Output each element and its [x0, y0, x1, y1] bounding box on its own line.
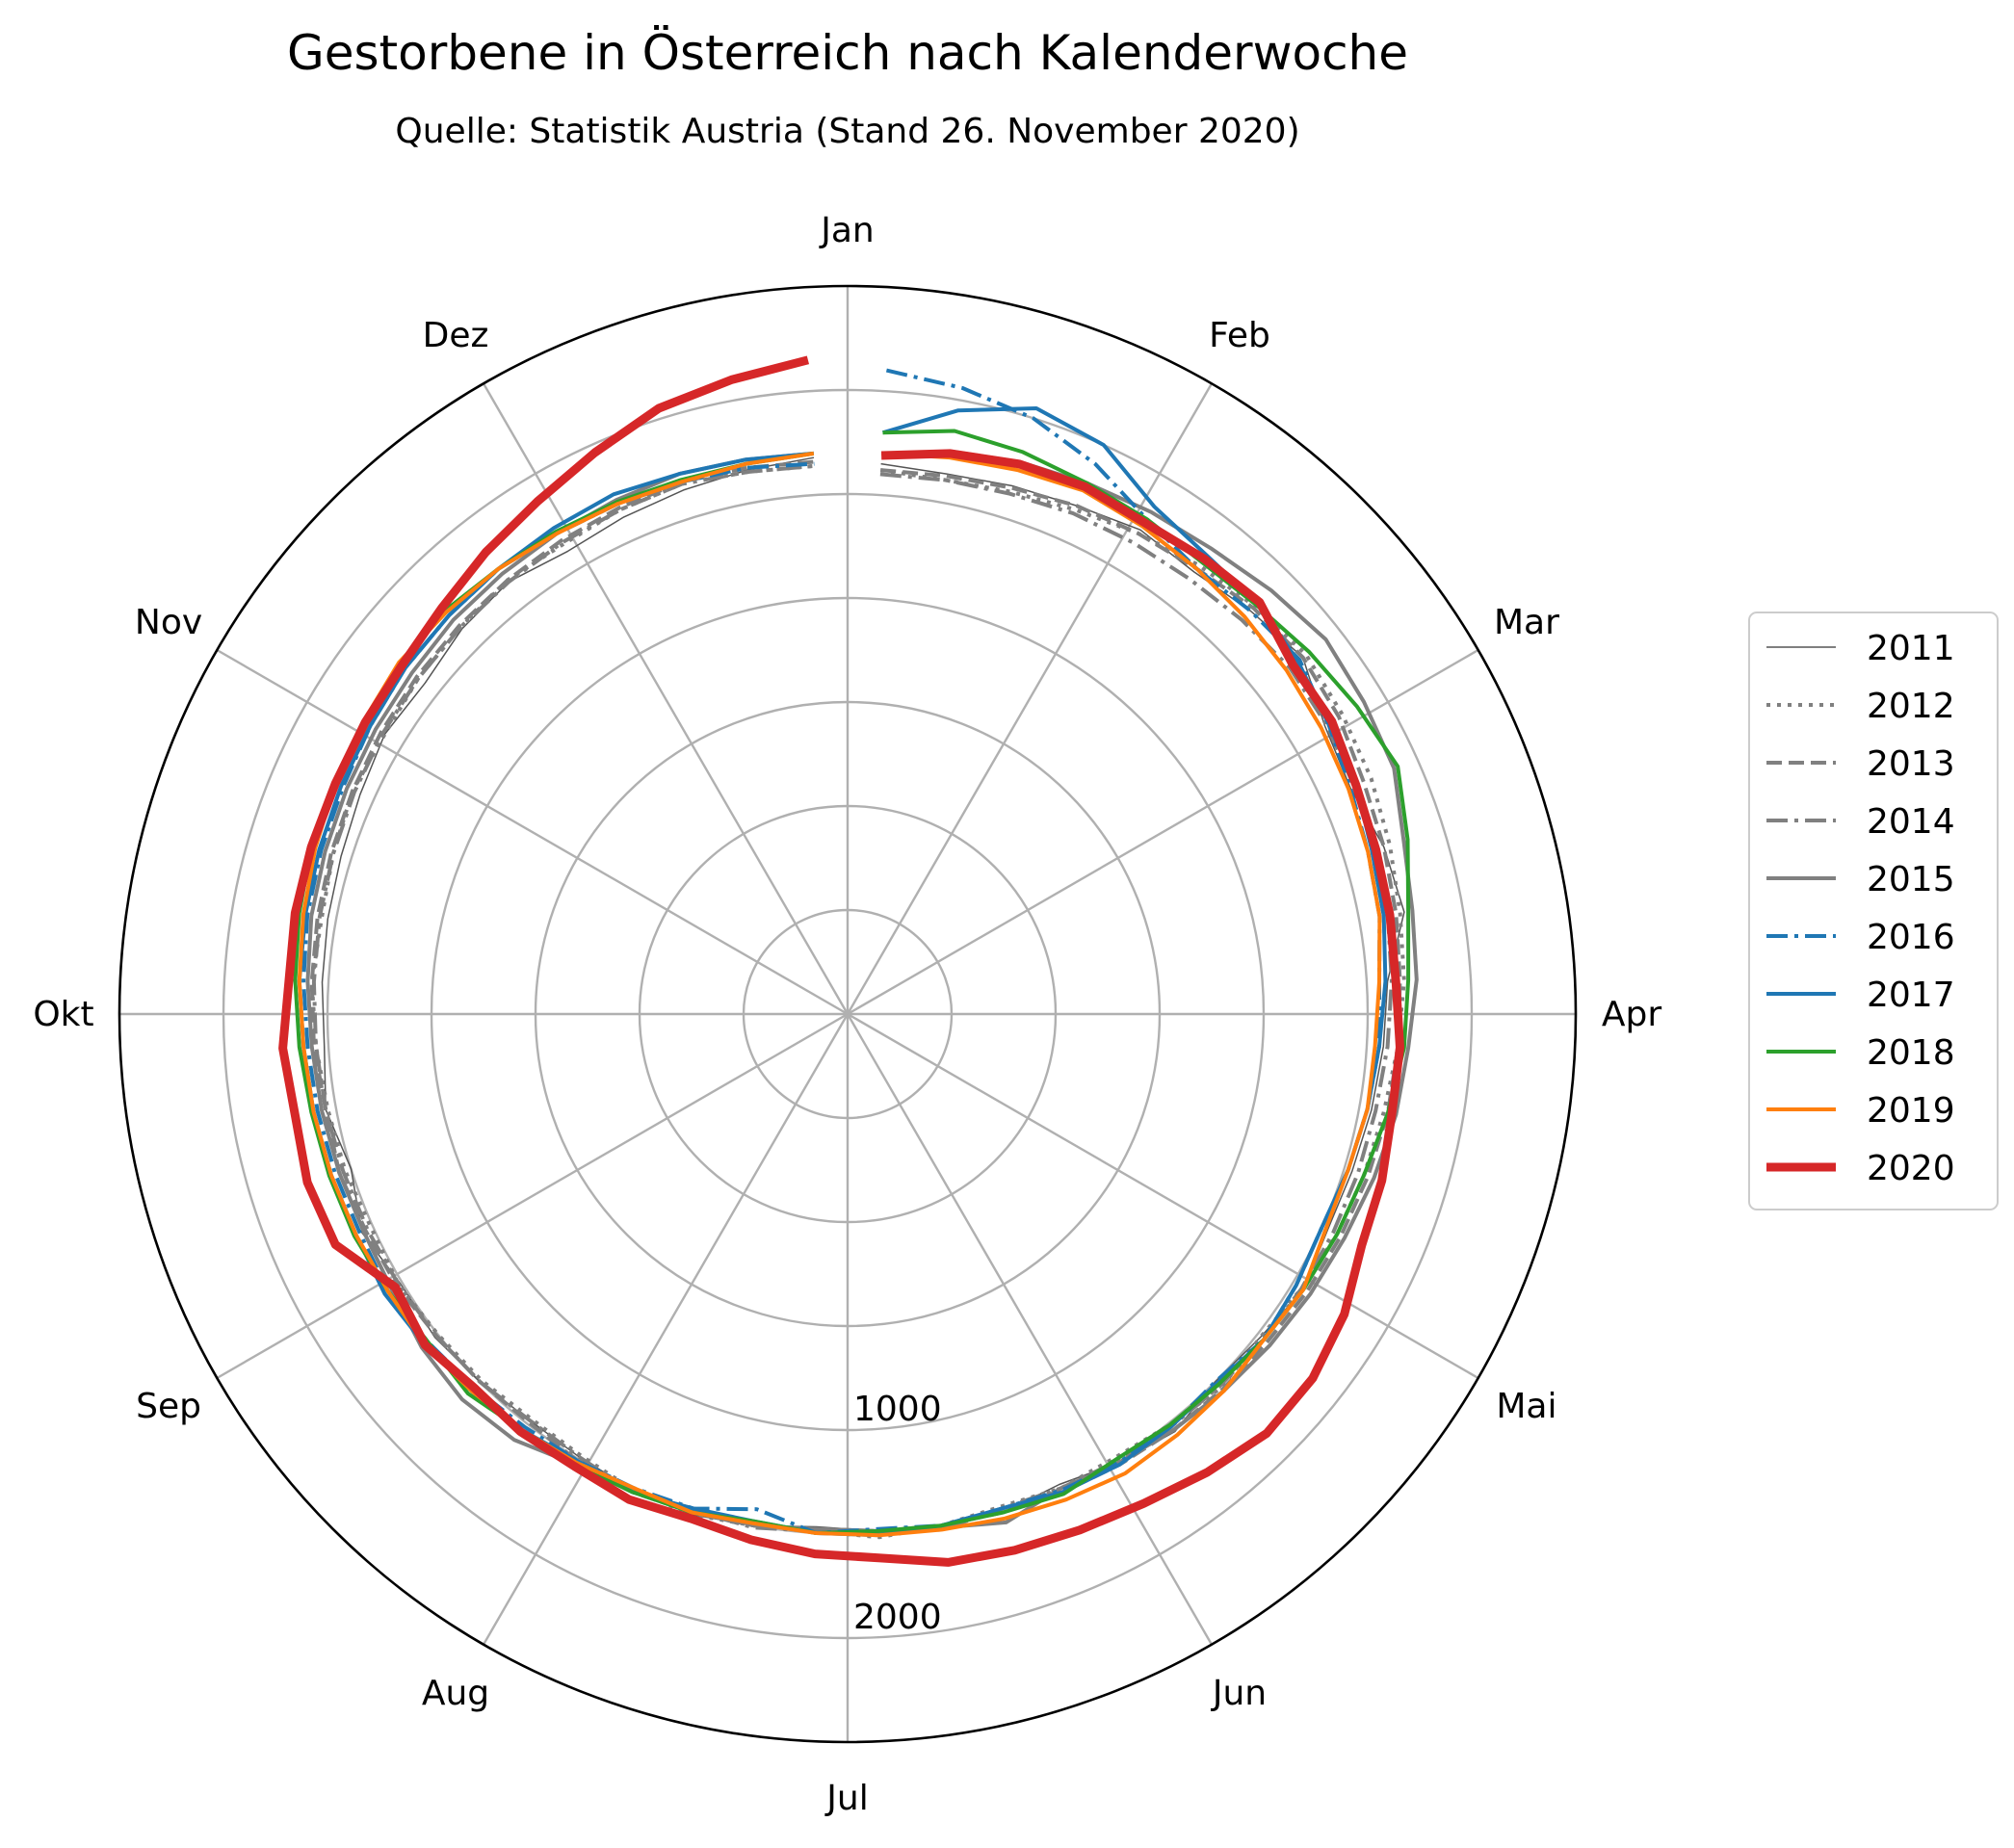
legend-entry-label: 2019 — [1867, 1091, 1955, 1131]
polar-grid — [118, 284, 1578, 1744]
chart-title: Gestorbene in Österreich nach Kalenderwo… — [287, 25, 1408, 81]
angular-grid-line — [216, 1012, 849, 1380]
month-tick-label: Sep — [136, 1387, 201, 1426]
angular-grid-line — [847, 648, 1479, 1016]
series-line-2013 — [309, 459, 1402, 1533]
legend: 2011 2012 2013 2014 2015 2016 2017 2018 2019 2020 — [1748, 612, 1999, 1210]
angular-grid-line — [482, 1013, 850, 1646]
legend-entry-label: 2018 — [1867, 1033, 1955, 1073]
month-tick-label: Aug — [422, 1674, 489, 1713]
month-tick-label: Okt — [33, 995, 93, 1034]
angular-grid-line — [846, 382, 1214, 1015]
legend-entry-label: 2013 — [1867, 744, 1955, 784]
legend-entry-label: 2016 — [1867, 918, 1955, 957]
month-tick-label: Nov — [135, 603, 202, 642]
angular-grid-line — [482, 382, 850, 1015]
legend-entry-label: 2012 — [1867, 687, 1955, 726]
series-line-2016 — [301, 368, 1382, 1535]
series-lines — [278, 355, 1419, 1567]
month-tick-label: Mai — [1496, 1387, 1556, 1426]
month-tick-label: Apr — [1602, 995, 1661, 1034]
angular-grid-line — [846, 1013, 1214, 1646]
legend-entry-label: 2015 — [1867, 860, 1955, 899]
month-tick-label: Jan — [819, 211, 875, 250]
legend-entry-label: 2011 — [1867, 629, 1955, 668]
axis-tick-labels: Jan Feb Mar Apr Mai Jun Jul Aug Sep Okt Nov Dez 1000… — [33, 211, 1661, 1818]
radial-tick-label: 2000 — [853, 1598, 942, 1637]
month-tick-label: Feb — [1209, 316, 1270, 355]
radial-tick-label: 1000 — [853, 1390, 942, 1429]
series-line-2020 — [278, 355, 1404, 1567]
angular-grid-line — [216, 648, 849, 1016]
month-tick-label: Mar — [1494, 603, 1559, 642]
chart-subtitle: Quelle: Statistik Austria (Stand 26. Nov… — [395, 112, 1299, 151]
legend-entry-label: 2017 — [1867, 976, 1955, 1015]
month-tick-label: Jun — [1211, 1674, 1267, 1713]
polar-frame — [118, 284, 1578, 1744]
month-tick-label: Dez — [423, 316, 489, 355]
month-tick-label: Jul — [824, 1779, 868, 1818]
angular-grid-line — [847, 1012, 1479, 1380]
legend-entry-label: 2020 — [1867, 1149, 1955, 1188]
legend-entry-label: 2014 — [1867, 802, 1955, 842]
